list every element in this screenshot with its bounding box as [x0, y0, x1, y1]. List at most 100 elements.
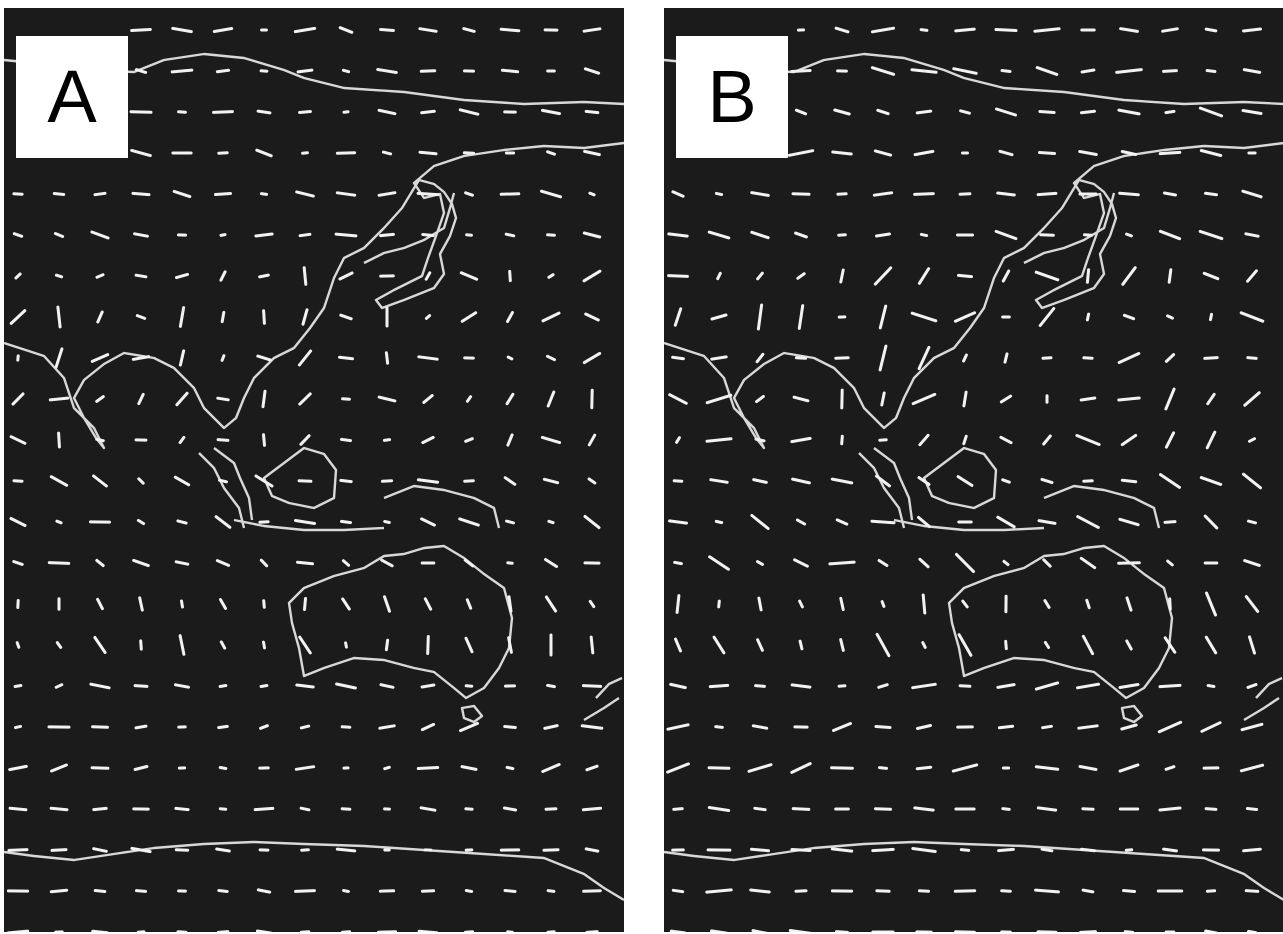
wind-vector	[958, 684, 972, 688]
wind-vector	[424, 271, 432, 281]
wind-vector	[1120, 478, 1138, 484]
wind-vector	[340, 437, 352, 443]
wind-vector	[1001, 807, 1011, 811]
wind-vector	[261, 389, 267, 409]
wind-vector	[1118, 191, 1140, 197]
wind-vector	[301, 308, 309, 326]
wind-vector	[11, 392, 25, 406]
wind-vector	[714, 519, 724, 525]
wind-vector	[835, 518, 849, 526]
wind-vector	[92, 806, 108, 812]
wind-vector	[1042, 558, 1052, 568]
wind-vector	[175, 272, 189, 280]
coastlines-b	[664, 52, 1283, 901]
wind-vector	[464, 636, 474, 654]
wind-vector	[377, 108, 397, 116]
wind-vector	[951, 763, 979, 773]
wind-vector	[417, 929, 439, 932]
wind-vector	[253, 806, 275, 812]
wind-vector	[96, 310, 104, 324]
wind-vector	[955, 552, 975, 574]
wind-vector	[508, 269, 512, 283]
wind-vector	[953, 889, 977, 893]
wind-vector	[178, 349, 186, 367]
wind-vector	[581, 684, 603, 688]
wind-vector	[546, 889, 556, 893]
wind-vector	[717, 599, 721, 609]
wind-vector	[915, 109, 933, 115]
wind-vector	[418, 27, 438, 33]
wind-vector	[134, 273, 148, 279]
borneo-coastline	[922, 446, 998, 510]
wind-vector	[294, 765, 316, 771]
wind-vector	[832, 722, 852, 732]
wind-vector	[873, 266, 893, 286]
wind-vector	[959, 848, 971, 852]
wind-vector	[871, 847, 895, 853]
wind-vector	[1204, 191, 1218, 197]
wind-vector	[962, 434, 968, 446]
wind-vector	[671, 888, 685, 894]
wind-vector	[216, 396, 230, 402]
wind-vector	[584, 109, 600, 115]
wind-vector	[582, 269, 602, 283]
wind-vector	[12, 479, 24, 483]
wind-vector	[876, 108, 890, 116]
wind-vector	[376, 68, 398, 74]
wind-vector	[669, 929, 686, 932]
wind-vector	[1085, 598, 1091, 610]
wind-vector	[259, 558, 269, 568]
wind-vector	[95, 437, 105, 443]
wind-vector	[297, 479, 313, 483]
wind-vector	[666, 762, 690, 774]
wind-vector	[47, 561, 71, 565]
wind-vector	[997, 724, 1015, 730]
wind-vector	[546, 683, 556, 689]
wind-vector	[219, 233, 227, 237]
wind-vector	[256, 354, 272, 362]
wind-vector	[798, 599, 804, 609]
wind-vector	[1120, 433, 1138, 447]
wind-vector	[216, 438, 230, 442]
wind-vector	[462, 27, 476, 33]
wind-vector	[1205, 69, 1217, 73]
wind-vector	[8, 764, 28, 772]
wind-vector	[463, 558, 475, 568]
wind-vector	[671, 190, 685, 198]
wind-vector	[130, 846, 152, 854]
wind-vector	[1200, 721, 1222, 733]
wind-vector	[297, 349, 313, 367]
wind-vector	[262, 640, 266, 650]
wind-vector	[919, 28, 929, 32]
wind-vector	[459, 271, 479, 281]
wind-vector	[262, 309, 266, 325]
wind-vector	[910, 68, 938, 74]
wind-vector	[961, 599, 969, 609]
wind-vector	[302, 266, 308, 286]
wind-vector	[1125, 232, 1133, 238]
wind-vector	[14, 272, 22, 280]
wind-vector	[1040, 847, 1054, 853]
wind-vector	[96, 597, 104, 611]
wind-vector	[917, 267, 931, 285]
wind-vector	[50, 763, 68, 773]
wind-vector	[794, 108, 808, 116]
wind-vector	[878, 766, 888, 770]
wind-vector	[756, 638, 764, 652]
wind-vector	[910, 311, 938, 323]
wind-vector	[299, 806, 311, 812]
wind-vector	[506, 355, 514, 361]
wind-vector	[215, 68, 231, 74]
wind-vector	[1239, 763, 1265, 773]
wind-vector	[544, 595, 558, 613]
wind-vector	[798, 639, 804, 651]
borneo-coastline	[262, 446, 338, 510]
wind-vector	[582, 889, 602, 893]
wind-vector	[582, 351, 602, 365]
wind-vector	[916, 724, 932, 730]
wind-vector	[95, 395, 105, 403]
wind-vector	[215, 559, 231, 567]
wind-vector	[178, 435, 186, 445]
wind-vector	[1159, 473, 1181, 489]
wind-vector	[505, 392, 515, 406]
